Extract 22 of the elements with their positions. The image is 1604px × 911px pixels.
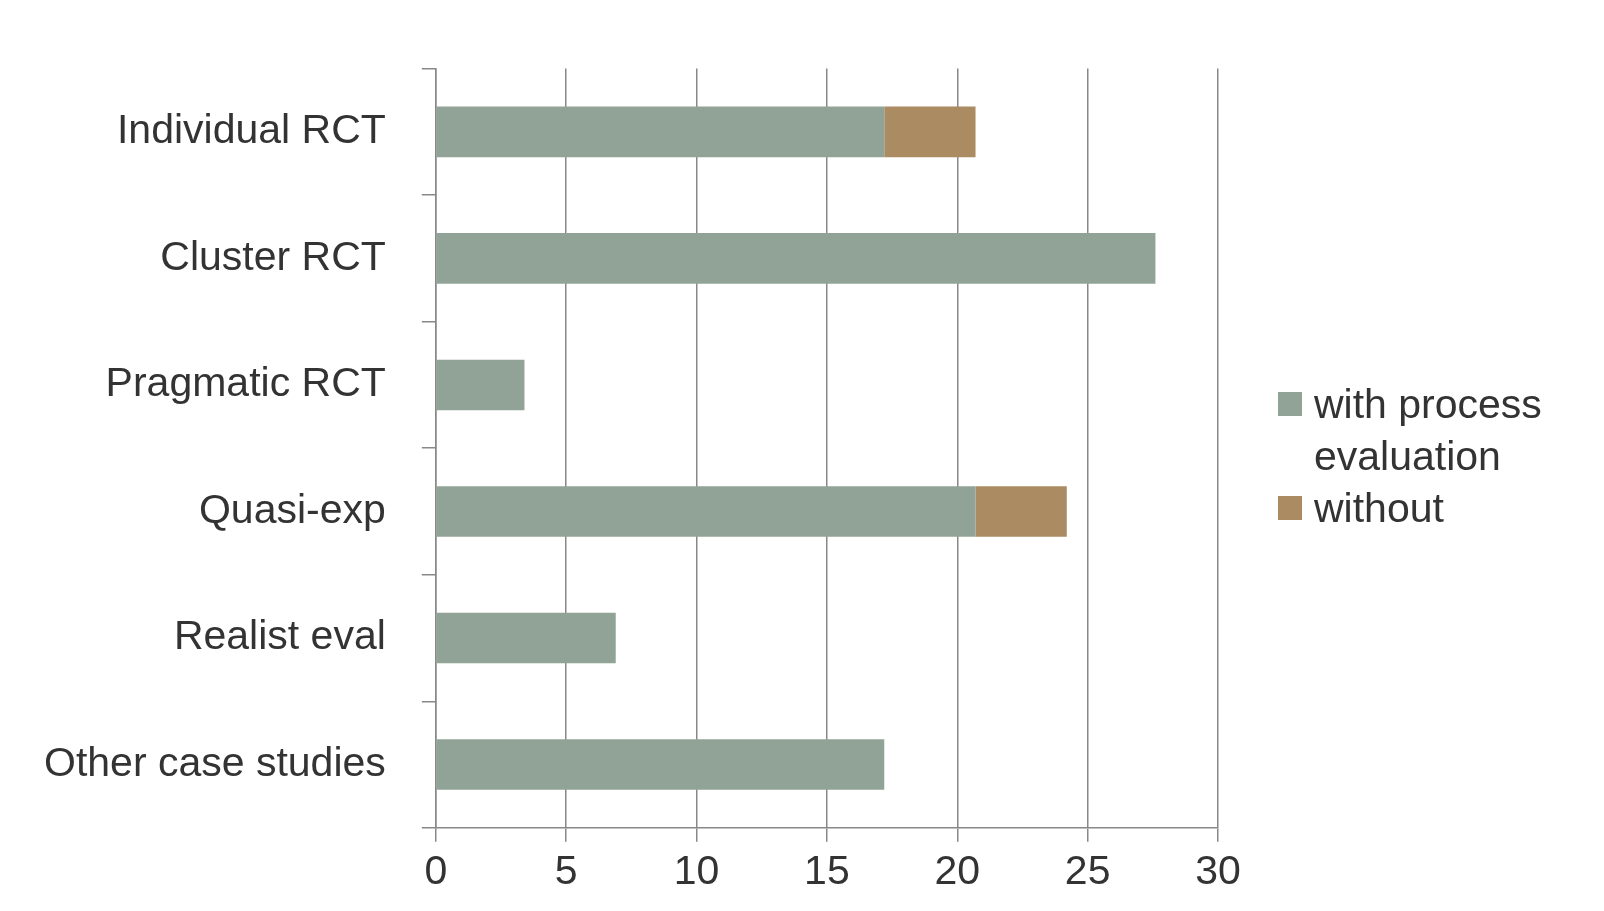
bar	[436, 739, 885, 790]
bar	[975, 486, 1067, 537]
y-tick-label: Quasi-exp	[198, 485, 386, 532]
x-tick-label: 5	[554, 846, 578, 893]
bar	[436, 233, 1156, 284]
legend-label: without	[1314, 483, 1444, 533]
bar	[436, 106, 885, 158]
x-tick-label: 15	[804, 846, 850, 893]
y-tick-label: Pragmatic RCT	[105, 359, 386, 406]
bar	[436, 359, 525, 411]
x-tick-label: 30	[1195, 846, 1241, 893]
x-tick-label: 25	[1064, 846, 1111, 893]
y-tick-label: Individual RCT	[116, 106, 386, 153]
x-tick-label: 0	[424, 846, 448, 893]
bar	[436, 486, 976, 537]
y-tick-label: Other case studies	[43, 738, 386, 785]
x-tick-label: 10	[673, 846, 720, 893]
bar	[436, 612, 616, 664]
y-tick-label: Cluster RCT	[160, 232, 386, 279]
bar	[884, 106, 976, 158]
x-tick-label: 20	[934, 846, 981, 893]
y-tick-label: Realist eval	[173, 612, 386, 659]
